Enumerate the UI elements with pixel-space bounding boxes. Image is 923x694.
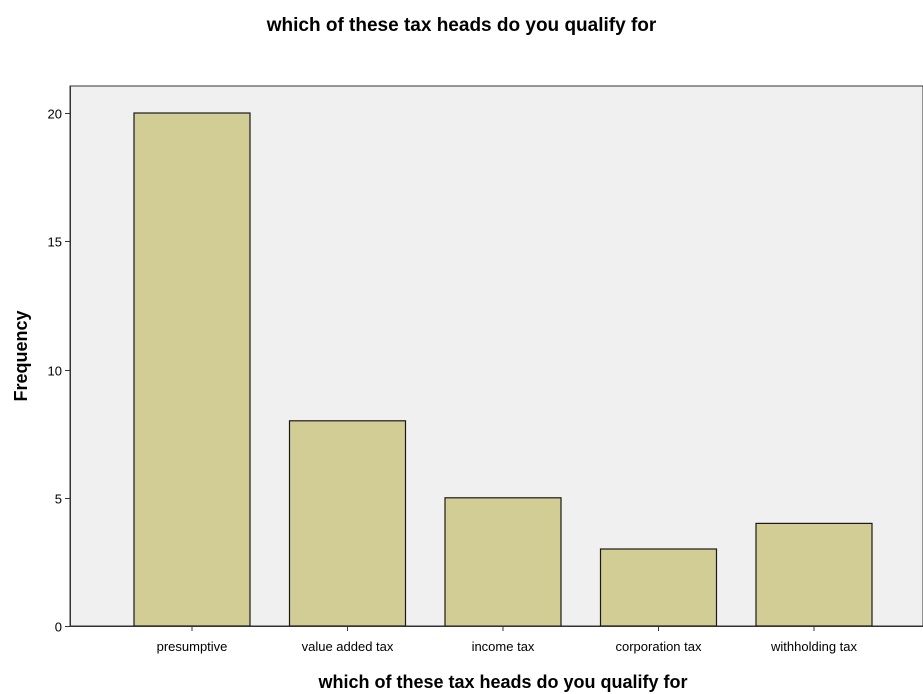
x-tick-label: income tax <box>472 639 535 654</box>
bar <box>288 420 407 627</box>
bar <box>133 112 251 627</box>
bar <box>755 522 873 627</box>
y-tick-label: 20 <box>48 107 62 122</box>
x-tick-label: corporation tax <box>616 639 702 654</box>
y-tick-label: 15 <box>48 235 62 250</box>
x-tick-label: withholding tax <box>770 639 857 654</box>
y-axis-title: Frequency <box>11 310 31 401</box>
y-axis: 0 5 10 15 20 <box>48 86 71 635</box>
bar <box>444 497 562 627</box>
x-axis: presumptive value added tax income tax corp… <box>70 626 923 654</box>
x-tick-label: presumptive <box>157 639 228 654</box>
y-tick-label: 10 <box>48 364 62 379</box>
y-tick-label: 5 <box>55 492 62 507</box>
y-tick-label: 0 <box>55 620 62 635</box>
x-tick-label: value added tax <box>302 639 394 654</box>
x-axis-title: which of these tax heads do you qualify … <box>317 672 687 692</box>
chart-title: which of these tax heads do you qualify … <box>266 15 657 36</box>
bar <box>599 548 718 627</box>
